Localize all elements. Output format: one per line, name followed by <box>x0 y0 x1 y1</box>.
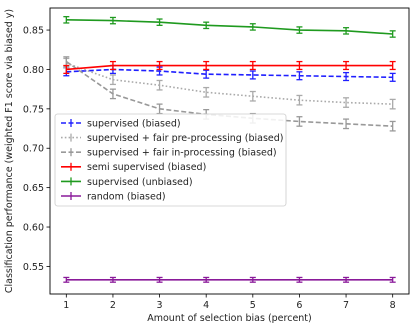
data-point <box>389 98 396 110</box>
y-tick-label: 0.65 <box>23 183 44 194</box>
data-point <box>343 118 350 130</box>
data-point <box>296 71 303 81</box>
data-point <box>203 86 210 98</box>
data-point <box>389 276 396 283</box>
data-point <box>109 74 116 86</box>
y-tick-label: 0.80 <box>23 65 44 76</box>
x-axis-ticks: 1 2 3 4 5 6 7 8 <box>63 294 396 311</box>
legend-entry: semi supervised (biased) <box>61 162 206 173</box>
legend-entry: supervised + fair in-processing (biased) <box>61 148 277 159</box>
x-tick-label: 2 <box>110 300 116 311</box>
x-tick-label: 4 <box>203 300 209 311</box>
y-tick-label: 0.60 <box>23 223 44 234</box>
legend-entry: supervised (biased) <box>61 118 181 129</box>
legend: supervised (biased) supervised + fair pre… <box>54 113 287 207</box>
y-tick-label: 0.70 <box>23 144 44 155</box>
data-point <box>63 276 70 283</box>
data-point <box>389 30 396 38</box>
data-point <box>343 60 350 71</box>
data-point <box>156 103 163 115</box>
y-tick-label: 0.55 <box>23 262 44 273</box>
series-4 <box>63 16 396 38</box>
data-point <box>249 90 256 102</box>
legend-label: supervised (biased) <box>87 118 181 129</box>
data-point <box>109 88 116 100</box>
series-1 <box>63 57 396 110</box>
x-tick-label: 8 <box>390 300 396 311</box>
data-point <box>389 60 396 71</box>
data-point <box>203 276 210 283</box>
data-point <box>389 120 396 132</box>
data-point <box>63 16 70 24</box>
series-5 <box>63 276 396 283</box>
data-point <box>296 116 303 127</box>
data-point <box>109 276 116 283</box>
data-point <box>343 276 350 283</box>
legend-label: random (biased) <box>87 191 166 202</box>
data-point <box>156 60 163 71</box>
x-tick-label: 5 <box>250 300 256 311</box>
legend-frame <box>54 113 287 207</box>
legend-entry: random (biased) <box>61 191 166 202</box>
data-point <box>156 276 163 283</box>
data-point <box>203 69 210 79</box>
data-point <box>389 72 396 82</box>
x-tick-label: 7 <box>343 300 349 311</box>
series-line <box>66 64 393 71</box>
data-point <box>203 21 210 30</box>
data-point <box>343 71 350 82</box>
series-line <box>66 68 393 79</box>
data-point <box>109 16 116 25</box>
data-point <box>296 60 303 71</box>
legend-label: supervised (unbiased) <box>87 177 193 188</box>
data-point <box>203 60 210 71</box>
data-point <box>343 27 350 35</box>
data-point <box>63 64 70 75</box>
axes-frame <box>49 7 410 295</box>
series-line <box>66 19 393 35</box>
data-point <box>343 97 350 108</box>
y-tick-label: 0.75 <box>23 104 44 115</box>
data-point <box>296 94 303 106</box>
legend-label: supervised + fair in-processing (biased) <box>87 148 277 159</box>
data-point <box>156 18 163 26</box>
data-point <box>249 23 256 31</box>
y-axis-title: Classification performance (weighted F1 … <box>4 9 15 293</box>
data-point <box>296 276 303 283</box>
data-point <box>109 60 116 71</box>
y-tick-label: 0.85 <box>23 26 44 37</box>
x-tick-label: 6 <box>296 300 302 311</box>
series-3 <box>63 60 396 75</box>
y-axis-ticks: 0.55 0.60 0.65 0.70 0.75 0.80 0.85 <box>23 26 50 273</box>
x-tick-label: 1 <box>63 300 69 311</box>
legend-entry: supervised (unbiased) <box>61 177 193 188</box>
data-point <box>249 60 256 71</box>
legend-label: supervised + fair pre-processing (biased… <box>87 133 284 144</box>
legend-entry: supervised + fair pre-processing (biased… <box>61 133 284 144</box>
series-line <box>66 62 393 105</box>
x-axis-title: Amount of selection bias (percent) <box>147 313 312 324</box>
data-point <box>156 79 163 91</box>
legend-label: semi supervised (biased) <box>87 162 206 173</box>
data-point <box>249 276 256 283</box>
x-tick-label: 3 <box>157 300 163 311</box>
data-point <box>296 26 303 34</box>
data-point <box>249 70 256 80</box>
